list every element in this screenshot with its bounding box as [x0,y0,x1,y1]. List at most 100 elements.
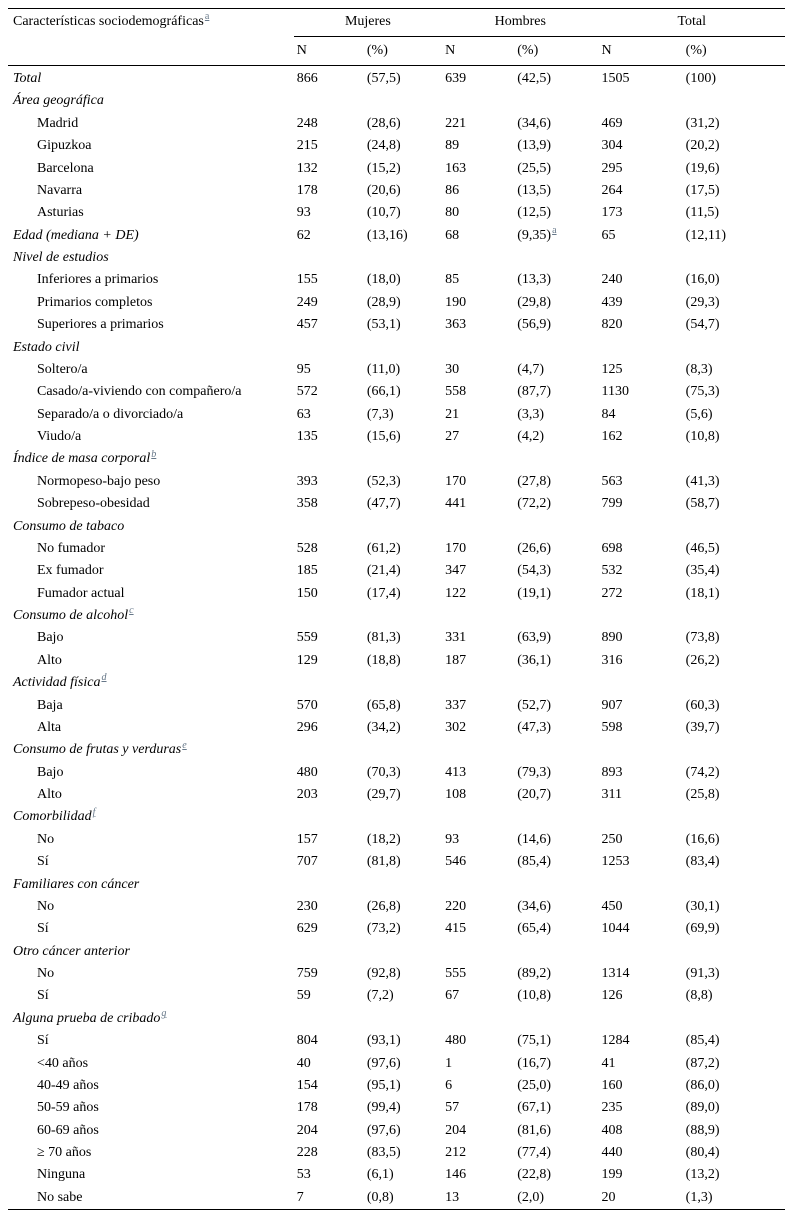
table-row: No 157 (18,2) 93 (14,6) 250 (16,6) [8,829,785,851]
table-body: Total 866 (57,5) 639 (42,5) 1505 (100) Área geo… [8,66,785,1210]
cell-value: 129 [296,652,318,668]
cell-value: 68 [445,227,460,243]
cell-value: (24,8) [366,138,401,154]
row-label: Normopeso-bajo peso [37,473,161,489]
table-row: Normopeso-bajo peso 393 (52,3) 170 (27,8) 563… [8,471,785,493]
cell-value: (36,1) [517,652,552,668]
table-row: Bajo 559 (81,3) 331 (63,9) 890 (73,8) [8,627,785,649]
footnote-link-f[interactable]: f [92,806,96,818]
cell-value [442,1008,514,1030]
cell-value [442,739,514,761]
cell-value: (30,1) [685,898,720,914]
cell-value: (10,8) [685,429,720,444]
footnote-link-a[interactable]: a [204,11,210,23]
cell-value: (4,2) [517,429,545,444]
cell-value: 1044 [601,921,630,937]
cell-value: (10,7) [366,205,401,221]
cell-value: (89,2) [517,966,552,981]
subheader-total-n: N [598,36,683,66]
cell-value [514,1008,598,1030]
cell-value [683,1008,785,1030]
cell-value: (26,8) [366,898,401,914]
group-header-row: Características sociodemográficasa Mujer… [8,8,785,66]
cell-value: (86,0) [685,1077,720,1093]
table-row: Comorbilidadf [8,806,785,828]
table-row: Familiares con cáncer [8,873,785,895]
cell-value: (16,0) [685,272,720,288]
cell-value [514,873,598,895]
table-row: Sí 804 (93,1) 480 (75,1) 1284 (85,4) [8,1030,785,1052]
cell-value: 337 [445,697,467,713]
cell-value [364,90,442,112]
table-row: Madrid 248 (28,6) 221 (34,6) 469 (31,2) [8,113,785,135]
cell-value: 295 [601,160,623,176]
footnote-link-g[interactable]: g [161,1008,167,1020]
table-row: <40 años 40 (97,6) 1 (16,7) 41 (87,2) [8,1052,785,1074]
row-label: Otro cáncer anterior [13,943,130,959]
cell-value: 95 [296,361,311,377]
cell-value: (53,1) [366,317,401,333]
cell-value [683,940,785,962]
cell-value: 480 [445,1033,467,1049]
cell-value: (13,5) [517,182,552,198]
cell-value: (63,9) [517,630,552,646]
cell-value: (6,1) [366,1167,394,1183]
cell-value: (0,8) [366,1189,394,1205]
cell-value: (31,2) [685,115,720,131]
cell-value: (4,7) [517,361,545,377]
cell-value: 135 [296,429,318,444]
cell-value: (8,8) [685,988,713,1004]
cell-value [294,806,364,828]
cell-value: (83,5) [366,1145,401,1160]
footnote-link-d[interactable]: d [101,672,107,684]
cell-value: 21 [445,406,460,422]
cell-value: (18,0) [366,272,401,288]
cell-value: (69,9) [685,921,720,937]
cell-value: 230 [296,898,318,914]
cell-value [598,247,682,269]
footnote-link-b[interactable]: b [151,448,157,460]
cell-value: (60,3) [685,697,720,713]
footnote-link-c[interactable]: c [129,605,134,617]
row-label: Baja [37,697,63,713]
cell-value: 264 [601,182,623,198]
row-label: Alto [37,787,62,802]
cell-value: 240 [601,272,623,288]
cell-value: (97,6) [366,1055,401,1071]
cell-value: (46,5) [685,540,720,556]
cell-value [514,806,598,828]
row-label: Bajo [37,630,64,646]
cell-value: 469 [601,115,623,131]
cell-value: 707 [296,854,318,870]
cell-value: 558 [445,384,467,400]
cell-value: (73,2) [366,921,401,937]
cell-value: 893 [601,764,623,780]
subheader-total-pct: (%) [682,36,785,66]
cell-value: 122 [445,585,467,601]
cell-value: 415 [445,921,467,937]
row-label: Madrid [37,115,79,131]
cell-value: (70,3) [366,764,401,780]
cell-value: 85 [445,272,460,288]
cell-value [514,940,598,962]
cell-value: (9,35)a [517,224,557,243]
cell-value: (29,8) [517,294,552,310]
table-row: Consumo de tabaco [8,515,785,537]
cell-value: (99,4) [366,1100,401,1116]
cell-value [514,336,598,358]
cell-value [442,873,514,895]
row-label: Gipuzkoa [37,138,92,154]
cell-value: (65,4) [517,921,552,937]
cell-value: 108 [445,787,467,802]
footnote-link-e[interactable]: e [182,739,187,751]
cell-value [514,672,598,694]
cell-value: (85,4) [685,1033,720,1049]
row-label: Asturias [37,205,84,221]
cell-value: (13,16) [366,227,408,243]
cell-value: (85,4) [517,854,552,870]
cell-value [598,448,682,470]
footnote-link-a[interactable]: a [552,224,557,236]
cell-value: 13 [445,1189,460,1205]
cell-value: 126 [601,988,623,1004]
